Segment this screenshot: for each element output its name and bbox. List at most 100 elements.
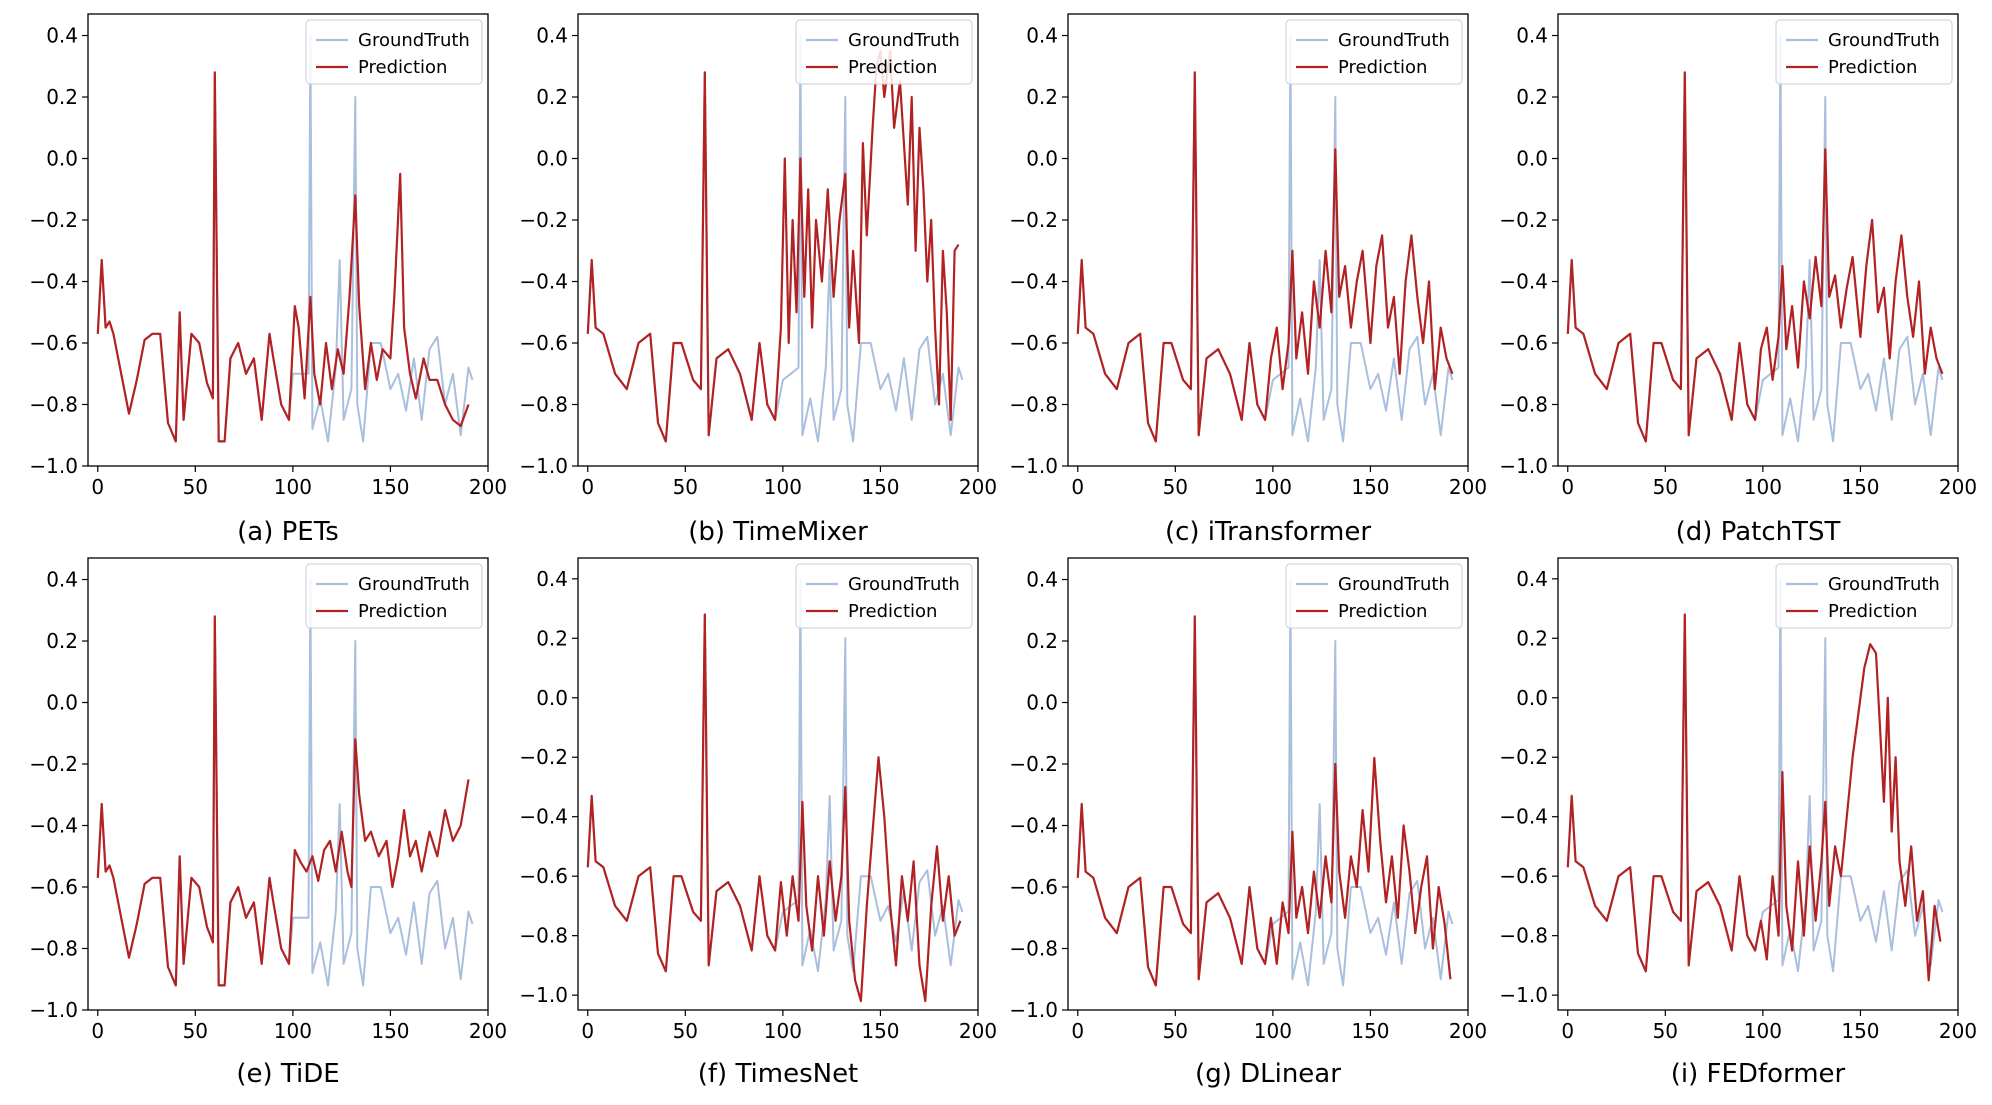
legend: GroundTruth Prediction — [795, 563, 973, 629]
axes-frame — [1067, 557, 1469, 1011]
y-tick-label: −0.8 — [29, 937, 78, 961]
legend-prediction-label: Prediction — [848, 57, 937, 78]
x-tick-label: 200 — [1449, 475, 1487, 499]
x-tick-label: 100 — [1744, 1019, 1782, 1043]
y-tick-label: −0.4 — [1009, 270, 1058, 294]
x-tick-label: 200 — [469, 475, 507, 499]
axes-frame — [87, 13, 489, 467]
y-tick-label: −1.0 — [1009, 454, 1058, 478]
y-tick-label: −0.4 — [29, 270, 78, 294]
groundtruth-line — [1566, 34, 1944, 443]
subplot-1: 0.4 0.2 0.0 −0.2 −0.4 −0.6 −0.8 −1.0 0 50 100 150 20… — [29, 13, 507, 547]
y-tick-label: 0.0 — [46, 691, 78, 715]
prediction-line — [1076, 615, 1452, 987]
y-tick-label: 0.2 — [536, 85, 568, 109]
subplot-caption: (a) PETs — [237, 517, 339, 547]
x-tick-label: 100 — [274, 475, 312, 499]
y-tick-label: 0.2 — [46, 85, 78, 109]
x-tick-label: 100 — [1744, 475, 1782, 499]
y-tick-label: 0.2 — [1026, 629, 1058, 653]
series-lines — [1566, 577, 1944, 982]
y-tick-label: −0.2 — [519, 208, 568, 232]
x-tick-label: 0 — [581, 1019, 594, 1043]
series-lines — [1566, 34, 1944, 443]
x-tick-label: 200 — [1939, 475, 1977, 499]
legend: GroundTruth Prediction — [1775, 563, 1953, 629]
legend-groundtruth-label: GroundTruth — [848, 30, 960, 51]
x-tick-label: 0 — [1071, 1019, 1084, 1043]
subplot-4: 0.4 0.2 0.0 −0.2 −0.4 −0.6 −0.8 −1.0 0 50 100 150 20… — [1499, 13, 1977, 547]
y-tick-label: −1.0 — [29, 454, 78, 478]
x-tick-label: 100 — [1254, 1019, 1292, 1043]
x-tick-label: 200 — [959, 475, 997, 499]
legend-groundtruth-label: GroundTruth — [1828, 30, 1940, 51]
y-tick-label: −0.8 — [29, 393, 78, 417]
x-tick-label: 150 — [861, 475, 899, 499]
y-tick-label: −0.8 — [519, 924, 568, 948]
legend-prediction-label: Prediction — [358, 57, 447, 78]
x-tick-label: 50 — [183, 1019, 208, 1043]
y-tick-label: 0.4 — [1026, 568, 1058, 592]
y-tick-label: −1.0 — [1009, 998, 1058, 1022]
y-tick-label: 0.4 — [536, 567, 568, 591]
axes-frame — [1067, 13, 1469, 467]
y-tick-label: 0.0 — [1516, 147, 1548, 171]
x-tick-label: 50 — [1163, 1019, 1188, 1043]
y-tick-label: 0.4 — [1516, 24, 1548, 48]
prediction-line — [1566, 613, 1942, 982]
x-tick-label: 100 — [764, 1019, 802, 1043]
x-tick-label: 100 — [1254, 475, 1292, 499]
x-tick-label: 150 — [371, 1019, 409, 1043]
y-tick-label: −0.6 — [519, 864, 568, 888]
legend-groundtruth-label: GroundTruth — [1338, 574, 1450, 595]
y-tick-label: −1.0 — [519, 454, 568, 478]
x-tick-label: 0 — [1071, 475, 1084, 499]
x-tick-label: 50 — [673, 475, 698, 499]
legend-box — [1775, 563, 1953, 629]
y-tick-label: −0.2 — [1009, 752, 1058, 776]
groundtruth-line — [96, 578, 474, 987]
x-tick-label: 100 — [764, 475, 802, 499]
y-tick-label: 0.4 — [536, 24, 568, 48]
y-tick-label: 0.2 — [1516, 626, 1548, 650]
groundtruth-line — [1076, 34, 1454, 443]
subplot-caption: (e) TiDE — [236, 1059, 339, 1089]
groundtruth-line — [1566, 577, 1944, 973]
legend-prediction-label: Prediction — [848, 601, 937, 622]
prediction-line — [586, 49, 960, 443]
subplot-caption: (g) DLinear — [1195, 1059, 1341, 1089]
legend: GroundTruth Prediction — [1285, 563, 1463, 629]
series-lines — [1076, 34, 1454, 443]
y-tick-label: −0.2 — [29, 208, 78, 232]
y-tick-label: 0.2 — [1516, 85, 1548, 109]
legend-box — [1775, 19, 1953, 85]
y-tick-label: 0.0 — [46, 147, 78, 171]
x-tick-label: 150 — [1841, 475, 1879, 499]
y-tick-label: 0.0 — [536, 147, 568, 171]
x-tick-label: 50 — [673, 1019, 698, 1043]
y-tick-label: −0.4 — [1499, 270, 1548, 294]
legend-groundtruth-label: GroundTruth — [1338, 30, 1450, 51]
y-tick-label: 0.4 — [1516, 567, 1548, 591]
legend-box — [795, 19, 973, 85]
subplot-caption: (b) TimeMixer — [688, 517, 868, 547]
prediction-line — [1566, 71, 1944, 443]
y-tick-label: 0.0 — [1026, 147, 1058, 171]
legend-groundtruth-label: GroundTruth — [848, 574, 960, 595]
y-tick-label: −0.2 — [1009, 208, 1058, 232]
y-tick-label: 0.0 — [1516, 686, 1548, 710]
prediction-line — [586, 613, 962, 1003]
subplot-5: 0.4 0.2 0.0 −0.2 −0.4 −0.6 −0.8 −1.0 0 50 100 150 20… — [29, 557, 507, 1089]
series-lines — [1076, 578, 1454, 987]
x-tick-label: 150 — [1351, 1019, 1389, 1043]
y-tick-label: −0.4 — [519, 805, 568, 829]
subplot-7: 0.4 0.2 0.0 −0.2 −0.4 −0.6 −0.8 −1.0 0 50 100 150 20… — [1009, 557, 1487, 1089]
prediction-line — [96, 71, 470, 443]
axes-frame — [87, 557, 489, 1011]
y-tick-label: −0.2 — [29, 752, 78, 776]
groundtruth-line — [96, 34, 474, 443]
y-tick-label: 0.0 — [1026, 691, 1058, 715]
prediction-line — [96, 615, 470, 987]
y-tick-label: −0.6 — [1009, 875, 1058, 899]
